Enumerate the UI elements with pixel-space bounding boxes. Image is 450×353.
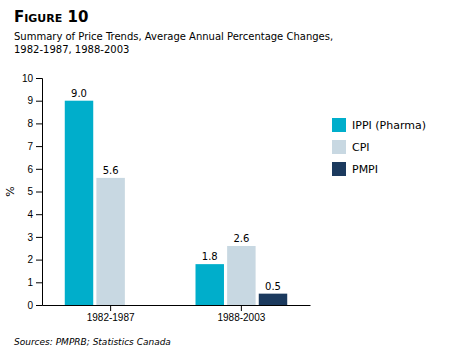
data-label: 1.8 <box>202 251 218 262</box>
tick-label: 7 <box>27 141 33 152</box>
tick-label: 3 <box>27 232 33 243</box>
tick-mark <box>241 305 242 311</box>
tick-label: 2 <box>27 254 33 265</box>
legend-item: PMPI <box>332 162 378 176</box>
bar <box>96 178 124 305</box>
tick-label: 6 <box>27 164 33 175</box>
legend-swatch <box>332 118 346 132</box>
tick-label: 1982-1987 <box>87 312 135 323</box>
legend: IPPI (Pharma) CPI PMPI <box>332 118 426 176</box>
legend-item: IPPI (Pharma) <box>332 118 426 132</box>
tick: 6 <box>27 164 42 175</box>
bar <box>259 294 287 305</box>
tick-mark <box>36 282 42 283</box>
legend-item: CPI <box>332 140 370 154</box>
tick: 8 <box>27 118 42 129</box>
tick: 9 <box>27 95 42 106</box>
tick-label: 1988-2003 <box>217 312 265 323</box>
title: Figure 10 <box>14 8 88 26</box>
tick: 10 <box>22 73 42 84</box>
chart: Figure 10 Summary of Price Trends, Averag… <box>0 0 450 353</box>
tick-mark <box>36 192 42 193</box>
plot: 0 1 2 3 4 5 6 7 8 9 10 1982-1987 1988-2003 9.0 1.8 5.6 2… <box>22 73 311 323</box>
legend-swatch <box>332 140 346 154</box>
bars <box>65 101 287 305</box>
tick-mark <box>36 78 42 79</box>
tick-label: 9 <box>27 95 33 106</box>
bar <box>196 264 224 305</box>
tick-mark <box>36 169 42 170</box>
data-label: 5.6 <box>103 165 119 176</box>
data-labels: 9.0 1.8 5.6 2.6 0.5 <box>71 88 281 292</box>
subtitle: Summary of Price Trends, Average Annual … <box>14 31 333 55</box>
tick-label: 0 <box>27 300 33 311</box>
bar <box>65 101 93 305</box>
tick: 3 <box>27 232 42 243</box>
legend-swatch <box>332 162 346 176</box>
tick: 1988-2003 <box>217 305 265 323</box>
tick: 4 <box>27 209 42 220</box>
x-axis: 1982-1987 1988-2003 <box>43 305 311 323</box>
tick-mark <box>36 237 42 238</box>
tick-label: 4 <box>27 209 33 220</box>
y-axis: 0 1 2 3 4 5 6 7 8 9 10 <box>22 73 43 311</box>
tick-mark <box>36 123 42 124</box>
tick: 7 <box>27 141 42 152</box>
source: Sources: PMPRB; Statistics Canada <box>14 337 171 347</box>
tick: 2 <box>27 254 42 265</box>
data-label: 2.6 <box>233 233 249 244</box>
tick-mark <box>36 305 42 306</box>
tick-label: 1 <box>27 277 33 288</box>
tick-label: 8 <box>27 118 33 129</box>
tick-mark <box>36 146 42 147</box>
tick-mark <box>110 305 111 311</box>
tick-label: 10 <box>22 73 34 84</box>
legend-label: PMPI <box>352 163 378 176</box>
tick-mark <box>36 260 42 261</box>
data-label: 9.0 <box>71 88 87 99</box>
tick-mark <box>36 214 42 215</box>
legend-label: CPI <box>352 141 370 154</box>
legend-label: IPPI (Pharma) <box>352 119 426 132</box>
axis-title: % <box>4 186 17 196</box>
tick: 1982-1987 <box>87 305 135 323</box>
tick-mark <box>36 101 42 102</box>
axis-line <box>43 305 311 306</box>
data-label: 0.5 <box>265 281 281 292</box>
bar <box>227 246 255 305</box>
tick: 5 <box>27 186 42 197</box>
tick: 1 <box>27 277 42 288</box>
axis-line <box>36 79 43 306</box>
tick-label: 5 <box>27 186 33 197</box>
tick: 0 <box>27 300 42 311</box>
